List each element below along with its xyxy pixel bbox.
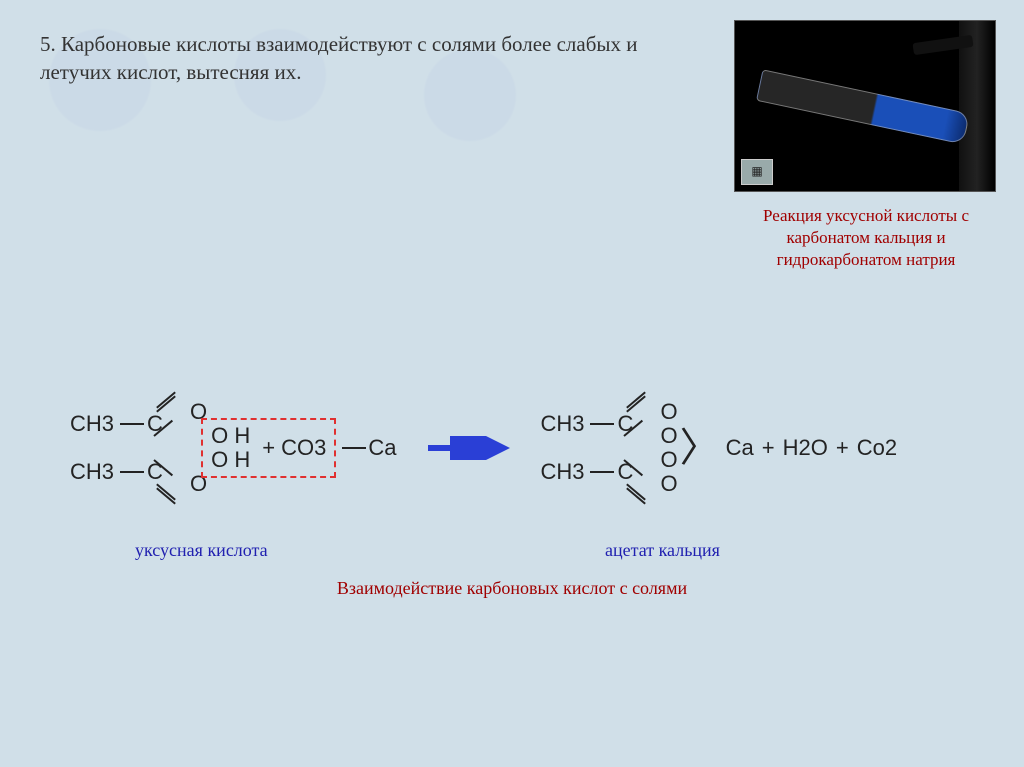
video-icon[interactable]: ▦ <box>741 159 773 185</box>
body-text: 5. Карбоновые кислоты взаимодействуют с … <box>40 30 680 87</box>
double-bond-icon <box>154 391 176 413</box>
o-label: O <box>660 472 677 496</box>
carbon-atom: C <box>146 459 164 485</box>
highlighted-reaction-site: O H O H + CO3 <box>201 418 336 478</box>
product-tail: Ca + H2O + Co2 <box>722 435 901 461</box>
product-name-label: ацетат кальция <box>605 540 720 561</box>
carbon-atom: C <box>616 411 634 437</box>
reaction-equation: CH3 C CH3 C O O O H O H + C O <box>70 400 901 496</box>
test-tube <box>756 69 970 144</box>
ch3-label: CH3 <box>540 411 588 437</box>
co3-label: CO3 <box>281 435 326 461</box>
bond-icon <box>120 423 144 425</box>
photo-caption: Реакция уксусной кислоты с карбонатом ка… <box>736 205 996 271</box>
bond-icon <box>590 471 614 473</box>
double-bond-icon <box>624 483 646 505</box>
ca-label: Ca <box>368 435 396 461</box>
h2o-label: H2O <box>783 435 828 461</box>
ca-label: Ca <box>726 435 754 461</box>
o-label: O <box>660 424 677 448</box>
double-bond-icon <box>154 483 176 505</box>
o-label: O <box>660 400 677 424</box>
reactant-name-label: уксусная кислота <box>135 540 268 561</box>
reaction-arrow-icon <box>426 436 510 460</box>
oh-label: O H <box>211 424 250 448</box>
oh-label: O H <box>211 448 250 472</box>
plus-label: + <box>262 435 275 461</box>
ch3-label: CH3 <box>70 459 118 485</box>
carbon-atom: C <box>146 411 164 437</box>
product-salt: CH3 C CH3 C <box>540 400 634 496</box>
ch3-label: CH3 <box>540 459 588 485</box>
bond-icon <box>120 471 144 473</box>
double-bond-icon <box>624 391 646 413</box>
bond-icon <box>342 447 366 449</box>
o-label: O <box>660 448 677 472</box>
equation-caption: Взаимодействие карбоновых кислот с солям… <box>0 578 1024 599</box>
carbon-atom: C <box>616 459 634 485</box>
bond-icon <box>590 423 614 425</box>
reactant-acid: CH3 C CH3 C <box>70 400 164 496</box>
co2-label: Co2 <box>857 435 897 461</box>
experiment-photo: ▦ <box>734 20 996 192</box>
ch3-label: CH3 <box>70 411 118 437</box>
plus-label: + <box>836 435 849 461</box>
o-terminals: O O O O <box>660 400 677 496</box>
plus-label: + <box>762 435 775 461</box>
